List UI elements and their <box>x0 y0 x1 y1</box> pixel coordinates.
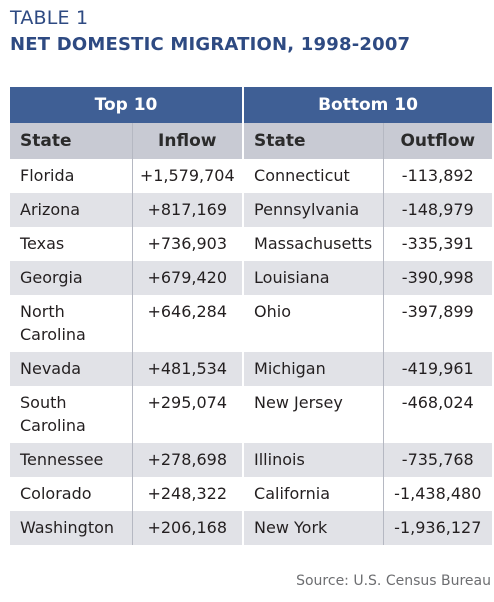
outflow-column-header: Outflow <box>383 123 493 159</box>
state-column-header: State <box>243 123 384 159</box>
bottom-state-cell: Pennsylvania <box>243 193 384 227</box>
group-header-row: Top 10 Bottom 10 <box>10 87 493 123</box>
table-row: Washington +206,168 New York -1,936,127 <box>10 511 493 545</box>
state-column-header: State <box>10 123 133 159</box>
outflow-cell: -390,998 <box>383 261 493 295</box>
outflow-cell: -113,892 <box>383 159 493 193</box>
table-row: Georgia +679,420 Louisiana -390,998 <box>10 261 493 295</box>
table-label: TABLE 1 <box>10 7 89 29</box>
table-row: Tennessee +278,698 Illinois -735,768 <box>10 443 493 477</box>
inflow-cell: +278,698 <box>132 443 245 477</box>
outflow-cell: -148,979 <box>383 193 493 227</box>
bottom-state-cell: Ohio <box>243 295 384 352</box>
table-title: NET DOMESTIC MIGRATION, 1998-2007 <box>10 34 411 55</box>
table-row: Arizona +817,169 Pennsylvania -148,979 <box>10 193 493 227</box>
top-state-cell: Arizona <box>10 193 133 227</box>
outflow-cell: -468,024 <box>383 386 493 443</box>
inflow-column-header: Inflow <box>132 123 245 159</box>
migration-table: Top 10 Bottom 10 State Inflow State Outf… <box>10 87 493 545</box>
top-state-cell: Florida <box>10 159 133 193</box>
column-header-row: State Inflow State Outflow <box>10 123 493 159</box>
table-body: Florida +1,579,704 Connecticut -113,892 Ariz… <box>10 159 493 545</box>
inflow-cell: +736,903 <box>132 227 245 261</box>
bottom-10-header: Bottom 10 <box>243 87 493 123</box>
bottom-state-cell: Illinois <box>243 443 384 477</box>
bottom-state-cell: California <box>243 477 384 511</box>
top-state-cell: Tennessee <box>10 443 133 477</box>
top-state-cell: Colorado <box>10 477 133 511</box>
table-row: Texas +736,903 Massachusetts -335,391 <box>10 227 493 261</box>
inflow-cell: +295,074 <box>132 386 245 443</box>
source-note: Source: U.S. Census Bureau <box>296 573 491 589</box>
inflow-cell: +1,579,704 <box>132 159 245 193</box>
top-state-cell: South Carolina <box>10 386 133 443</box>
top-state-cell: Nevada <box>10 352 133 386</box>
inflow-cell: +206,168 <box>132 511 245 545</box>
top-state-cell: North Carolina <box>10 295 133 352</box>
bottom-state-cell: Massachusetts <box>243 227 384 261</box>
inflow-cell: +817,169 <box>132 193 245 227</box>
inflow-cell: +679,420 <box>132 261 245 295</box>
bottom-state-cell: Connecticut <box>243 159 384 193</box>
table-row: Florida +1,579,704 Connecticut -113,892 <box>10 159 493 193</box>
bottom-state-cell: New Jersey <box>243 386 384 443</box>
table-row: Nevada +481,534 Michigan -419,961 <box>10 352 493 386</box>
inflow-cell: +646,284 <box>132 295 245 352</box>
inflow-cell: +248,322 <box>132 477 245 511</box>
outflow-cell: -397,899 <box>383 295 493 352</box>
top-state-cell: Georgia <box>10 261 133 295</box>
top-state-cell: Texas <box>10 227 133 261</box>
outflow-cell: -419,961 <box>383 352 493 386</box>
inflow-cell: +481,534 <box>132 352 245 386</box>
bottom-state-cell: New York <box>243 511 384 545</box>
top-10-header: Top 10 <box>10 87 245 123</box>
table-row: North Carolina +646,284 Ohio -397,899 <box>10 295 493 352</box>
outflow-cell: -735,768 <box>383 443 493 477</box>
table-row: Colorado +248,322 California -1,438,480 <box>10 477 493 511</box>
outflow-cell: -335,391 <box>383 227 493 261</box>
outflow-cell: -1,438,480 <box>383 477 493 511</box>
outflow-cell: -1,936,127 <box>383 511 493 545</box>
top-state-cell: Washington <box>10 511 133 545</box>
bottom-state-cell: Michigan <box>243 352 384 386</box>
table-row: South Carolina +295,074 New Jersey -468,024 <box>10 386 493 443</box>
bottom-state-cell: Louisiana <box>243 261 384 295</box>
